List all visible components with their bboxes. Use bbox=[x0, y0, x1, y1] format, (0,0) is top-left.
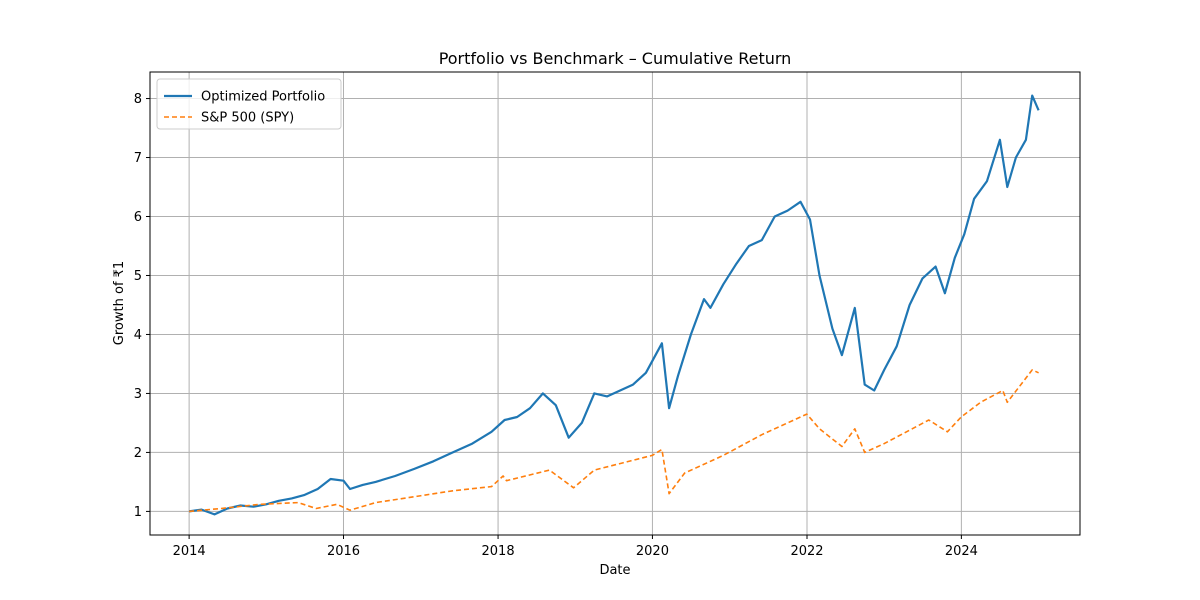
y-tick-label: 2 bbox=[134, 446, 142, 461]
x-tick-label: 2018 bbox=[482, 544, 515, 559]
x-tick-label: 2024 bbox=[945, 544, 978, 559]
legend: Optimized Portfolio S&P 500 (SPY) bbox=[156, 78, 342, 130]
grid bbox=[150, 72, 1080, 535]
x-tick-label: 2014 bbox=[173, 544, 206, 559]
x-tick-label: 2022 bbox=[790, 544, 823, 559]
x-axis-label: Date bbox=[599, 563, 630, 578]
series-layer bbox=[188, 94, 1040, 516]
plot-frame bbox=[149, 71, 1081, 536]
y-tick-label: 4 bbox=[134, 328, 142, 343]
y-tick-label: 8 bbox=[134, 92, 142, 107]
y-tick-label: 1 bbox=[134, 505, 142, 520]
series-line-portfolio bbox=[188, 94, 1040, 516]
y-tick-label: 7 bbox=[134, 151, 142, 166]
axes: 2014 2016 2018 2020 2022 2024 1 2 3 4 5 6 7 8 bbox=[134, 92, 978, 559]
legend-label: S&P 500 (SPY) bbox=[201, 111, 294, 126]
y-tick-label: 6 bbox=[134, 210, 142, 225]
x-tick-label: 2016 bbox=[327, 544, 360, 559]
y-tick-label: 3 bbox=[134, 387, 142, 402]
y-axis-label: Growth of ₹1 bbox=[112, 261, 127, 345]
series-line-benchmark bbox=[189, 369, 1039, 513]
chart-title: Portfolio vs Benchmark – Cumulative Retu… bbox=[439, 49, 792, 68]
x-tick-label: 2020 bbox=[636, 544, 669, 559]
y-tick-label: 5 bbox=[134, 269, 142, 284]
legend-label: Optimized Portfolio bbox=[201, 90, 325, 105]
legend-box bbox=[156, 78, 342, 130]
